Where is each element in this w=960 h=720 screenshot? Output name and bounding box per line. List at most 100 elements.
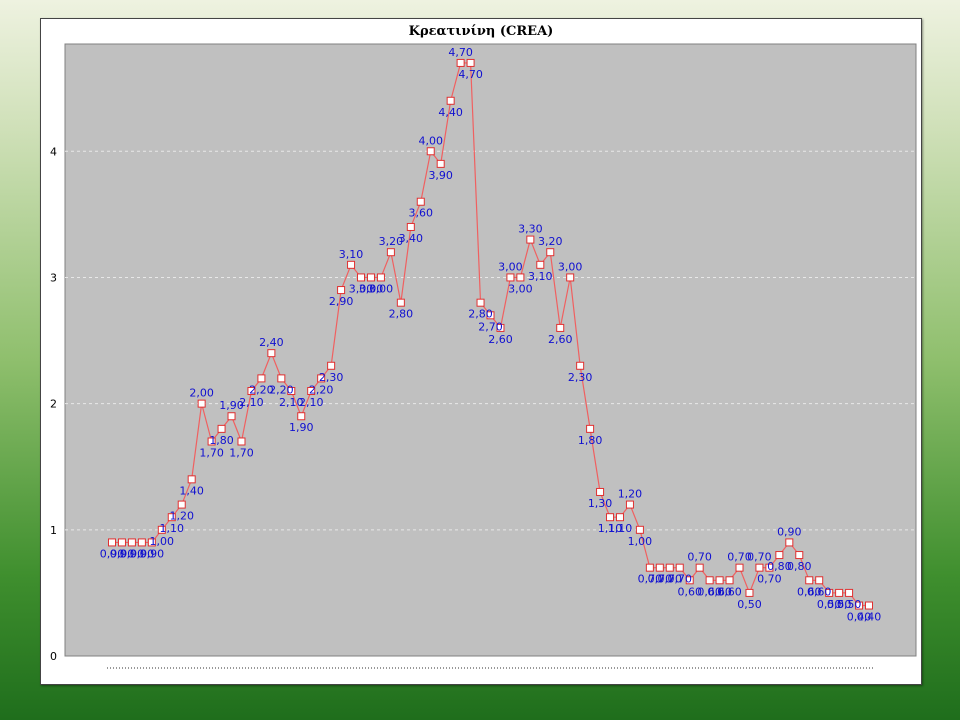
data-label: 2,10	[279, 396, 304, 409]
data-label: 1,70	[229, 446, 254, 459]
data-label: 0,90	[777, 525, 802, 538]
data-label: 3,60	[409, 207, 434, 220]
data-label: 4,00	[418, 134, 443, 147]
data-label: 1,80	[209, 434, 234, 447]
data-point	[855, 601, 864, 610]
data-point	[337, 286, 346, 295]
data-label: 0,60	[797, 585, 822, 598]
data-label: 0,90	[100, 547, 125, 560]
data-point	[376, 273, 385, 282]
data-label: 2,10	[299, 396, 324, 409]
data-label: 1,10	[160, 522, 185, 535]
data-label: 3,30	[518, 223, 543, 236]
data-label: 3,10	[339, 248, 364, 261]
data-label: 0,70	[658, 573, 683, 586]
data-label: 0,40	[847, 611, 872, 624]
data-point	[108, 538, 116, 547]
data-label: 0,60	[807, 585, 832, 598]
data-point	[725, 576, 734, 585]
data-label: 2,20	[269, 383, 294, 396]
data-point	[307, 387, 316, 396]
data-label: 1,20	[169, 510, 194, 523]
data-point	[695, 563, 704, 572]
data-label: 4,40	[438, 106, 463, 119]
data-label: 0,90	[130, 547, 155, 560]
data-point	[416, 197, 425, 206]
data-label: 0,60	[707, 585, 732, 598]
data-point	[755, 563, 764, 572]
data-label: 1,20	[618, 488, 643, 501]
data-point	[406, 222, 415, 231]
data-label: 1,80	[578, 434, 603, 447]
data-point	[257, 374, 266, 383]
data-point	[247, 387, 256, 396]
y-tick-label: 4	[50, 145, 57, 158]
data-point	[327, 361, 336, 370]
plot-area	[64, 43, 917, 657]
data-point	[287, 387, 296, 396]
data-point	[586, 424, 595, 433]
data-label: 3,20	[538, 235, 563, 248]
data-label: 2,20	[249, 383, 274, 396]
data-point	[615, 513, 624, 522]
data-label: 0,90	[110, 547, 135, 560]
data-label: 3,00	[498, 260, 522, 273]
data-label: 2,70	[478, 320, 503, 333]
y-tick-label: 3	[50, 271, 57, 284]
y-tick-label: 0	[50, 650, 57, 663]
data-label: 1,10	[608, 522, 633, 535]
data-point	[127, 538, 136, 547]
data-markers	[108, 58, 873, 610]
data-label: 0,70	[727, 551, 752, 564]
data-point	[237, 437, 246, 446]
data-point	[446, 96, 455, 105]
data-label: 2,90	[329, 295, 354, 308]
data-label: 0,40	[857, 611, 882, 624]
y-tick-label: 2	[50, 398, 57, 411]
data-point	[386, 248, 395, 257]
data-point	[526, 235, 535, 244]
data-point	[815, 576, 824, 585]
data-point	[675, 563, 684, 572]
data-label: 0,70	[638, 573, 663, 586]
data-label: 0,90	[140, 547, 165, 560]
data-point	[297, 412, 306, 421]
data-point	[835, 588, 844, 597]
data-point	[267, 349, 276, 358]
data-point	[645, 563, 654, 572]
y-tick-label: 1	[50, 524, 57, 537]
data-label: 0,70	[747, 551, 772, 564]
data-point	[655, 563, 664, 572]
data-label: 0,60	[717, 585, 742, 598]
data-label: 3,90	[428, 169, 453, 182]
data-point	[436, 159, 445, 168]
data-point	[177, 500, 186, 509]
data-label: 3,10	[528, 270, 553, 283]
data-label: 3,00	[508, 282, 533, 295]
data-point	[635, 525, 644, 534]
data-label: 1,90	[219, 399, 244, 412]
data-point	[456, 58, 465, 67]
data-point	[426, 147, 435, 156]
data-label: 0,70	[687, 551, 712, 564]
data-point	[137, 538, 146, 547]
data-label: 0,60	[697, 585, 722, 598]
data-point	[486, 311, 495, 320]
data-label: 0,70	[668, 573, 693, 586]
data-label: 4,70	[458, 68, 483, 81]
data-point	[745, 588, 754, 597]
data-label: 3,00	[349, 282, 374, 295]
data-point	[546, 248, 555, 257]
data-label: 2,80	[389, 308, 414, 321]
data-point	[466, 58, 475, 67]
data-point	[277, 374, 286, 383]
data-point	[576, 361, 585, 370]
data-label: 3,00	[558, 260, 583, 273]
data-label: 1,90	[289, 421, 314, 434]
data-label: 2,20	[309, 383, 334, 396]
data-point	[625, 500, 634, 509]
data-point	[795, 551, 804, 560]
data-label: 2,60	[548, 333, 573, 346]
